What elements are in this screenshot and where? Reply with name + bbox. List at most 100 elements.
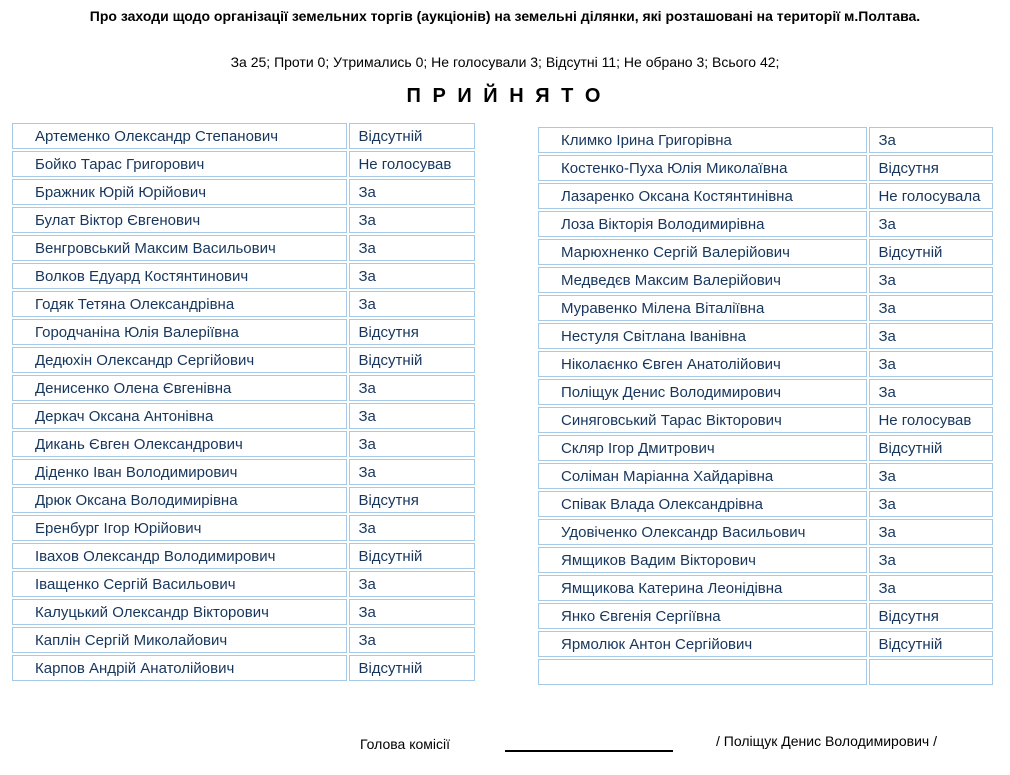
deputy-name: Синяговський Тарас Вікторович bbox=[538, 407, 868, 433]
votes-table-left-body: Артеменко Олександр Степанович Відсутній Б… bbox=[12, 123, 475, 681]
vote-value: Відсутній bbox=[869, 631, 993, 657]
votes-table-right-body: Климко Ірина Григорівна За Костенко-Пуха Ю… bbox=[538, 127, 993, 685]
table-row: Дрюк Оксана Володимирівна Відсутня bbox=[12, 487, 475, 513]
deputy-name: Булат Віктор Євгенович bbox=[12, 207, 348, 233]
deputy-name: Денисенко Олена Євгенівна bbox=[12, 375, 348, 401]
table-row: Денисенко Олена Євгенівна За bbox=[12, 375, 475, 401]
table-row: Діденко Іван Володимирович За bbox=[12, 459, 475, 485]
vote-value: За bbox=[869, 267, 993, 293]
deputy-name: Волков Едуард Костянтинович bbox=[12, 263, 348, 289]
table-row: Деркач Оксана Антонівна За bbox=[12, 403, 475, 429]
vote-value: За bbox=[869, 491, 993, 517]
vote-value: За bbox=[869, 519, 993, 545]
deputy-name: Артеменко Олександр Степанович bbox=[12, 123, 348, 149]
table-row: Синяговський Тарас Вікторович Не голосува… bbox=[538, 407, 993, 433]
deputy-name: Климко Ірина Григорівна bbox=[538, 127, 868, 153]
table-row: Булат Віктор Євгенович За bbox=[12, 207, 475, 233]
deputy-name: Еренбург Ігор Юрійович bbox=[12, 515, 348, 541]
vote-value: За bbox=[349, 627, 475, 653]
vote-value: Відсутня bbox=[869, 603, 993, 629]
deputy-name: Каплін Сергій Миколайович bbox=[12, 627, 348, 653]
deputy-name: Марюхненко Сергій Валерійович bbox=[538, 239, 868, 265]
vote-value: За bbox=[869, 575, 993, 601]
result-label: П Р И Й Н Я Т О bbox=[406, 85, 604, 107]
deputy-name: Удовіченко Олександр Васильович bbox=[538, 519, 868, 545]
table-row: Янко Євгенія Сергіївна Відсутня bbox=[538, 603, 993, 629]
deputy-name: Скляр Ігор Дмитрович bbox=[538, 435, 868, 461]
page-title: Про заходи щодо організації земельних то… bbox=[89, 8, 921, 24]
table-row: Городчаніна Юлія Валеріївна Відсутня bbox=[12, 319, 475, 345]
table-row: Карпов Андрій Анатолійович Відсутній bbox=[12, 655, 475, 681]
deputy-name: Костенко-Пуха Юлія Миколаївна bbox=[538, 155, 868, 181]
table-row: Лазаренко Оксана Костянтинівна Не голосув… bbox=[538, 183, 993, 209]
vote-value: За bbox=[349, 179, 475, 205]
table-row: Ямщиков Вадим Вікторович За bbox=[538, 547, 993, 573]
deputy-name: Іващенко Сергій Васильович bbox=[12, 571, 348, 597]
deputy-name: Поліщук Денис Володимирович bbox=[538, 379, 868, 405]
deputy-name: Соліман Маріанна Хайдарівна bbox=[538, 463, 868, 489]
votes-table-right: Климко Ірина Григорівна За Костенко-Пуха Ю… bbox=[536, 125, 995, 687]
table-row: Лоза Вікторія Володимирівна За bbox=[538, 211, 993, 237]
table-row: Венгровський Максим Васильович За bbox=[12, 235, 475, 261]
vote-value: Відсутня bbox=[869, 155, 993, 181]
table-row: Ямщикова Катерина Леонідівна За bbox=[538, 575, 993, 601]
vote-value: За bbox=[349, 235, 475, 261]
table-row: Муравенко Мілена Віталіївна За bbox=[538, 295, 993, 321]
vote-value: Не голосував bbox=[869, 407, 993, 433]
vote-value: За bbox=[349, 375, 475, 401]
deputy-name: Калуцький Олександр Вікторович bbox=[12, 599, 348, 625]
table-row: Співак Влада Олександрівна За bbox=[538, 491, 993, 517]
table-row: Поліщук Денис Володимирович За bbox=[538, 379, 993, 405]
table-row: Ніколаєнко Євген Анатолійович За bbox=[538, 351, 993, 377]
vote-value: За bbox=[349, 207, 475, 233]
deputy-name: Дикань Євген Олександрович bbox=[12, 431, 348, 457]
vote-value: Відсутній bbox=[869, 239, 993, 265]
vote-value: За bbox=[349, 515, 475, 541]
vote-value: Відсутній bbox=[349, 123, 475, 149]
vote-value: Відсутній bbox=[869, 435, 993, 461]
table-row: Івахов Олександр Володимирович Відсутній bbox=[12, 543, 475, 569]
commission-head-name: / Поліщук Денис Володимирович / bbox=[716, 733, 937, 749]
signature-line bbox=[505, 737, 673, 752]
deputy-name: Венгровський Максим Васильович bbox=[12, 235, 348, 261]
vote-value: Відсутній bbox=[349, 655, 475, 681]
deputy-name: Бойко Тарас Григорович bbox=[12, 151, 348, 177]
deputy-name bbox=[538, 659, 868, 685]
deputy-name: Деркач Оксана Антонівна bbox=[12, 403, 348, 429]
deputy-name: Ямщикова Катерина Леонідівна bbox=[538, 575, 868, 601]
deputy-name: Співак Влада Олександрівна bbox=[538, 491, 868, 517]
deputy-name: Ямщиков Вадим Вікторович bbox=[538, 547, 868, 573]
deputy-name: Івахов Олександр Володимирович bbox=[12, 543, 348, 569]
deputy-name: Карпов Андрій Анатолійович bbox=[12, 655, 348, 681]
table-row: Костенко-Пуха Юлія Миколаївна Відсутня bbox=[538, 155, 993, 181]
vote-value: Не голосувала bbox=[869, 183, 993, 209]
table-row: Соліман Маріанна Хайдарівна За bbox=[538, 463, 993, 489]
table-row: Удовіченко Олександр Васильович За bbox=[538, 519, 993, 545]
deputy-name: Лазаренко Оксана Костянтинівна bbox=[538, 183, 868, 209]
vote-value: За bbox=[349, 599, 475, 625]
vote-value: Відсутній bbox=[349, 543, 475, 569]
table-row: Дикань Євген Олександрович За bbox=[12, 431, 475, 457]
vote-value: Відсутня bbox=[349, 319, 475, 345]
vote-value: За bbox=[869, 127, 993, 153]
table-row: Дедюхін Олександр Сергійович Відсутній bbox=[12, 347, 475, 373]
deputy-name: Муравенко Мілена Віталіївна bbox=[538, 295, 868, 321]
votes-table-left: Артеменко Олександр Степанович Відсутній Б… bbox=[10, 121, 477, 683]
table-row: Калуцький Олександр Вікторович За bbox=[12, 599, 475, 625]
vote-value: За bbox=[349, 403, 475, 429]
table-row: Волков Едуард Костянтинович За bbox=[12, 263, 475, 289]
deputy-name: Ніколаєнко Євген Анатолійович bbox=[538, 351, 868, 377]
vote-value: За bbox=[349, 431, 475, 457]
table-row: Каплін Сергій Миколайович За bbox=[12, 627, 475, 653]
vote-value: За bbox=[869, 211, 993, 237]
vote-value: Відсутній bbox=[349, 347, 475, 373]
deputy-name: Медведєв Максим Валерійович bbox=[538, 267, 868, 293]
table-row: Бражник Юрій Юрійович За bbox=[12, 179, 475, 205]
vote-value: За bbox=[869, 295, 993, 321]
table-row: Скляр Ігор Дмитрович Відсутній bbox=[538, 435, 993, 461]
table-row: Медведєв Максим Валерійович За bbox=[538, 267, 993, 293]
table-row bbox=[538, 659, 993, 685]
deputy-name: Янко Євгенія Сергіївна bbox=[538, 603, 868, 629]
vote-value: За bbox=[869, 323, 993, 349]
table-row: Еренбург Ігор Юрійович За bbox=[12, 515, 475, 541]
